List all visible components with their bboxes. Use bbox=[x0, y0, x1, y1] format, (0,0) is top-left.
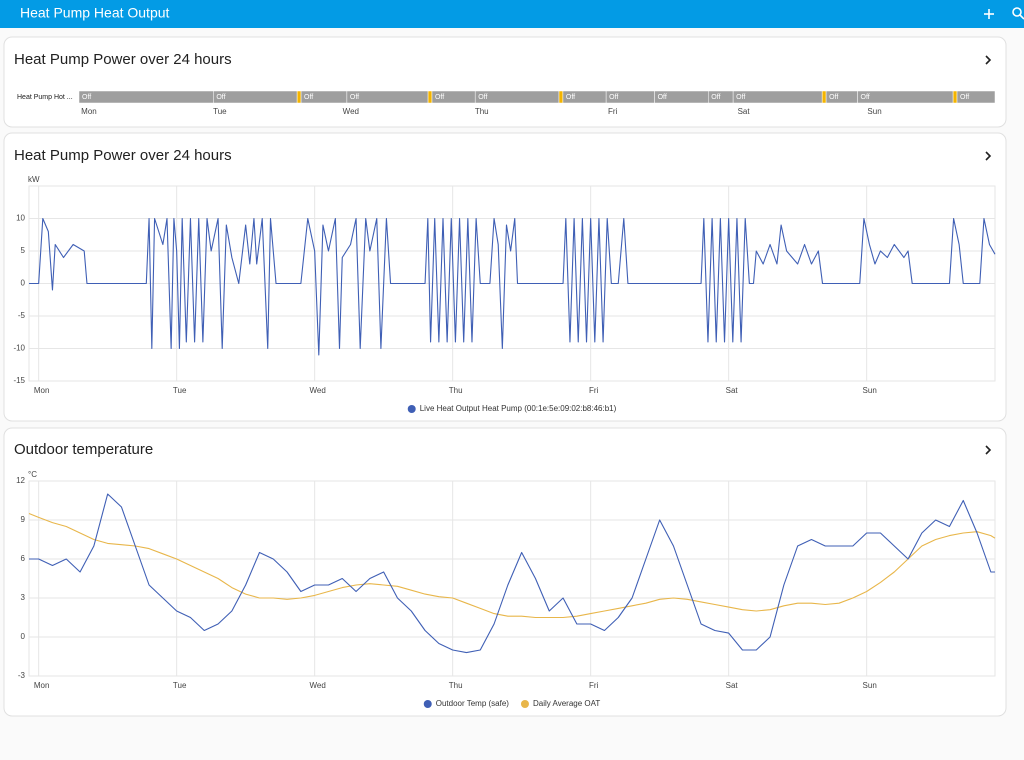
x-tick-label: Sun bbox=[863, 386, 877, 395]
y-tick-label: -5 bbox=[18, 311, 26, 320]
x-tick-label: Mon bbox=[81, 107, 97, 116]
timeline-segment bbox=[558, 90, 564, 104]
add-button[interactable] bbox=[984, 9, 994, 19]
x-tick-label: Tue bbox=[173, 681, 187, 690]
x-tick-label: Thu bbox=[449, 681, 463, 690]
segment-label: Off bbox=[82, 94, 91, 101]
y-tick-label: 0 bbox=[21, 632, 26, 641]
y-tick-label: 5 bbox=[21, 246, 26, 255]
y-tick-label: -3 bbox=[18, 671, 26, 680]
series-line bbox=[28, 512, 996, 619]
legend-swatch bbox=[423, 700, 432, 708]
segment-label: Off bbox=[861, 94, 870, 101]
card-title: Heat Pump Power over 24 hours bbox=[14, 51, 232, 68]
y-tick-label: -15 bbox=[13, 376, 25, 385]
y-tick-label: -10 bbox=[13, 344, 25, 353]
legend-label: Live Heat Output Heat Pump (00:1e:5e:09:… bbox=[420, 404, 617, 413]
row-label: Heat Pump Hot ... bbox=[17, 94, 73, 101]
card bbox=[3, 36, 1007, 128]
y-tick-label: 12 bbox=[16, 476, 25, 485]
y-tick-label: 6 bbox=[21, 554, 26, 563]
x-tick-label: Sat bbox=[726, 681, 739, 690]
legend-swatch bbox=[407, 405, 416, 413]
x-tick-label: Thu bbox=[449, 386, 463, 395]
segment-label: Off bbox=[350, 94, 359, 101]
y-unit: kW bbox=[28, 175, 40, 184]
y-tick-label: 0 bbox=[21, 279, 26, 288]
segment-label: Off bbox=[435, 94, 444, 101]
x-tick-label: Fri bbox=[608, 107, 618, 116]
x-tick-label: Tue bbox=[213, 107, 227, 116]
segment-label: Off bbox=[478, 94, 487, 101]
timeline-segment bbox=[821, 90, 827, 104]
timeline-segment bbox=[296, 90, 302, 104]
card-more-button[interactable] bbox=[985, 55, 992, 65]
x-tick-label: Fri bbox=[589, 681, 599, 690]
card-title: Outdoor temperature bbox=[14, 441, 153, 458]
segment-label: Off bbox=[566, 94, 575, 101]
timeline-segment bbox=[857, 90, 954, 104]
legend: Live Heat Output Heat Pump (00:1e:5e:09:… bbox=[407, 404, 617, 413]
y-tick-label: 3 bbox=[21, 593, 26, 602]
x-tick-label: Wed bbox=[343, 107, 359, 116]
segment-label: Off bbox=[658, 94, 667, 101]
legend-label: Outdoor Temp (safe) bbox=[436, 699, 510, 708]
timeline-segment bbox=[78, 90, 214, 104]
segment-label: Off bbox=[216, 94, 225, 101]
card-title: Heat Pump Power over 24 hours bbox=[14, 147, 232, 164]
segment-label: Off bbox=[304, 94, 313, 101]
x-tick-label: Sun bbox=[863, 681, 877, 690]
card bbox=[3, 427, 1007, 717]
timeline-segment bbox=[474, 90, 560, 104]
timeline-segment bbox=[732, 90, 823, 104]
app-header bbox=[0, 0, 1024, 28]
timeline-segment bbox=[952, 90, 958, 104]
card-more-button[interactable] bbox=[985, 445, 992, 455]
card-more-button[interactable] bbox=[985, 151, 992, 161]
series-line bbox=[29, 217, 996, 356]
header-title: Heat Pump Heat Output bbox=[20, 5, 170, 21]
y-tick-label: 9 bbox=[21, 515, 26, 524]
x-tick-label: Tue bbox=[173, 386, 187, 395]
segment-label: Off bbox=[609, 94, 618, 101]
x-tick-label: Fri bbox=[589, 386, 599, 395]
segment-label: Off bbox=[736, 94, 745, 101]
y-unit: °C bbox=[28, 470, 37, 479]
segment-label: Off bbox=[711, 94, 720, 101]
x-tick-label: Mon bbox=[34, 386, 50, 395]
search-button[interactable] bbox=[1012, 7, 1024, 20]
y-tick-label: 10 bbox=[16, 214, 25, 223]
x-tick-label: Mon bbox=[34, 681, 50, 690]
timeline-segment bbox=[213, 90, 298, 104]
series-line bbox=[29, 493, 995, 654]
legend-label: Daily Average OAT bbox=[533, 699, 600, 708]
x-tick-label: Sat bbox=[738, 107, 751, 116]
legend: Outdoor Temp (safe) Daily Average OAT bbox=[423, 699, 600, 708]
x-tick-label: Thu bbox=[475, 107, 489, 116]
timeline-segment bbox=[956, 90, 996, 104]
timeline-segment bbox=[427, 90, 433, 104]
x-tick-label: Sun bbox=[867, 107, 881, 116]
x-tick-label: Wed bbox=[310, 386, 326, 395]
x-tick-label: Wed bbox=[310, 681, 326, 690]
legend-swatch bbox=[520, 700, 529, 708]
segment-label: Off bbox=[829, 94, 838, 101]
x-tick-label: Sat bbox=[726, 386, 739, 395]
segment-label: Off bbox=[960, 94, 969, 101]
